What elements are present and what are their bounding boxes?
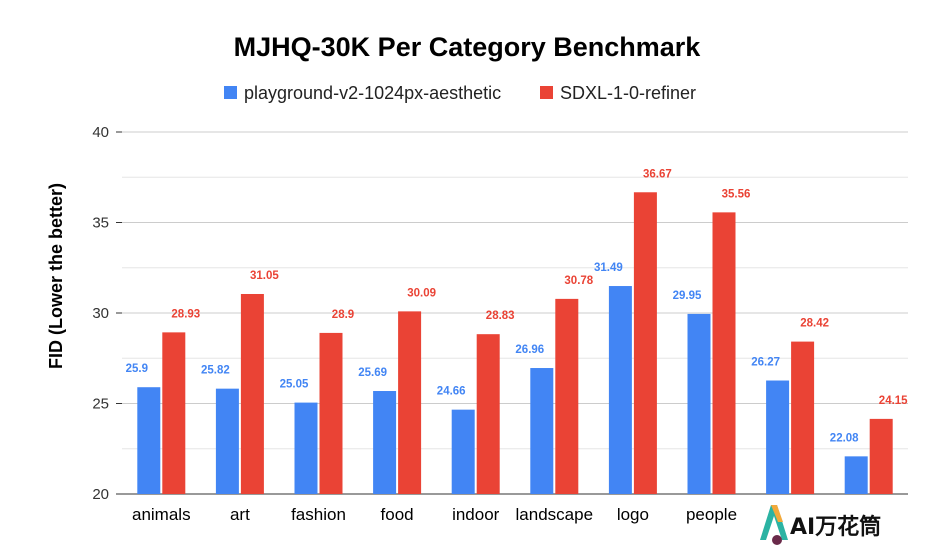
x-tick-label: art [230, 505, 250, 524]
legend-label-series-2: SDXL-1-0-refiner [560, 83, 696, 103]
data-label: 28.93 [171, 308, 200, 320]
y-tick-label: 20 [92, 486, 109, 503]
y-axis-ticks: 20 25 30 35 40 [92, 124, 122, 503]
bar-series-2 [398, 311, 422, 494]
data-label: 25.05 [280, 379, 309, 391]
legend-swatch-series-2 [540, 86, 553, 99]
bars [137, 192, 893, 494]
x-tick-label: indoor [452, 505, 500, 524]
legend: playground-v2-1024px-aesthetic SDXL-1-0-… [224, 83, 696, 103]
watermark-text: AI万花筒 [790, 514, 881, 540]
watermark-logo: AI万花筒 [760, 505, 881, 545]
data-label: 26.96 [515, 344, 544, 356]
bar-series-1 [766, 380, 790, 494]
bar-series-2 [555, 298, 579, 494]
legend-label-series-1: playground-v2-1024px-aesthetic [244, 83, 501, 103]
data-label: 28.83 [486, 310, 515, 322]
bar-series-1 [215, 388, 239, 494]
data-label: 25.69 [358, 367, 387, 379]
y-axis-label: FID (Lower the better) [46, 183, 66, 369]
bar-series-2 [633, 192, 657, 494]
data-label: 31.49 [594, 262, 623, 274]
bar-series-1 [373, 391, 397, 494]
data-label: 22.08 [830, 432, 859, 444]
y-tick-label: 30 [92, 305, 109, 322]
data-label: 26.27 [751, 357, 780, 369]
watermark-a-mark-accent [771, 505, 783, 522]
bar-series-2 [240, 293, 264, 494]
bar-series-2 [162, 332, 186, 494]
data-label: 24.66 [437, 386, 466, 398]
bar-series-2 [869, 418, 893, 494]
chart-title: MJHQ-30K Per Category Benchmark [234, 32, 702, 62]
bar-series-1 [137, 387, 161, 494]
x-axis-ticks: animals art fashion food indoor landscape logo… [132, 505, 737, 524]
data-label: 35.56 [722, 188, 751, 200]
bar-series-2 [476, 334, 500, 494]
gridlines [122, 131, 908, 495]
bar-series-1 [451, 409, 475, 494]
data-labels: 25.9 28.93 25.82 31.05 25.05 28.9 25.69 30.09 24… [126, 168, 909, 444]
data-label: 30.78 [564, 275, 593, 287]
data-label: 29.95 [673, 290, 702, 302]
data-label: 24.15 [879, 395, 908, 407]
data-label: 28.42 [800, 318, 829, 330]
x-tick-label: animals [132, 505, 191, 524]
bar-series-1 [844, 456, 868, 494]
legend-swatch-series-1 [224, 86, 237, 99]
x-tick-label: food [381, 505, 414, 524]
bar-series-2 [319, 332, 343, 494]
bar-series-1 [687, 313, 711, 494]
bar-series-2 [791, 341, 815, 494]
x-tick-label: landscape [516, 505, 594, 524]
bar-series-1 [608, 286, 632, 494]
data-label: 36.67 [643, 168, 672, 180]
bar-series-1 [530, 368, 554, 494]
x-tick-label: logo [617, 505, 649, 524]
x-tick-label: people [686, 505, 737, 524]
y-tick-label: 35 [92, 215, 109, 232]
y-tick-label: 40 [92, 124, 109, 141]
bar-series-2 [712, 212, 736, 494]
watermark-dot [772, 535, 782, 545]
data-label: 30.09 [407, 287, 436, 299]
data-label: 31.05 [250, 270, 279, 282]
watermark-a-mark [760, 505, 788, 540]
data-label: 25.9 [126, 363, 148, 375]
y-tick-label: 25 [92, 396, 109, 413]
x-tick-label: fashion [291, 505, 346, 524]
data-label: 28.9 [332, 309, 354, 321]
bar-series-1 [294, 402, 318, 494]
data-label: 25.82 [201, 365, 230, 377]
